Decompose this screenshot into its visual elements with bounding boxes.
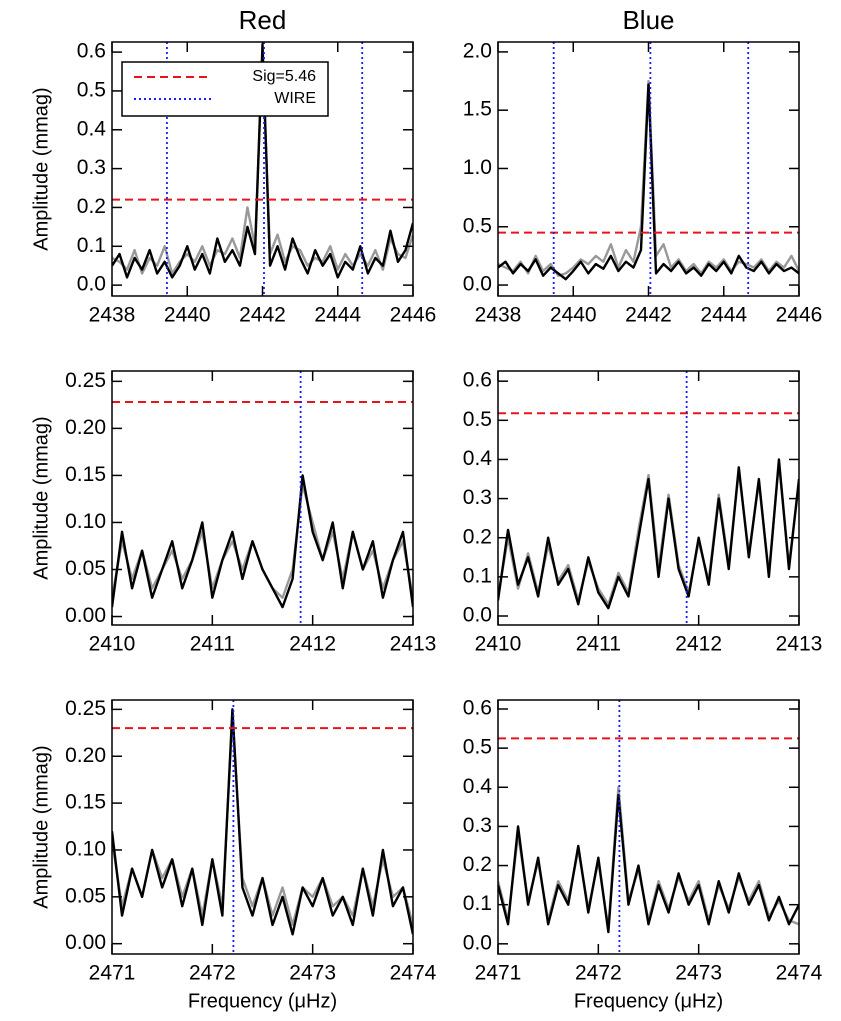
plot-area (498, 371, 799, 625)
x-tick-label: 2444 (314, 304, 361, 327)
series-line (112, 474, 413, 609)
series-line (498, 83, 799, 281)
series-line (498, 786, 799, 930)
x-tick-label: 2446 (776, 304, 823, 327)
series-line (498, 458, 799, 610)
plot-area (498, 42, 799, 296)
y-axis-label: Amplitude (mmag) (30, 745, 52, 908)
y-tick-label: 0.00 (65, 931, 106, 954)
x-tick-label: 2440 (164, 304, 211, 327)
plot-frame (111, 370, 414, 626)
y-tick-label: 0.00 (65, 604, 106, 627)
panel-title: Blue (622, 5, 674, 35)
legend-label: Sig=5.46 (252, 68, 316, 85)
x-tick-label: 2446 (390, 304, 437, 327)
x-tick-label: 2442 (239, 304, 286, 327)
x-tick-label: 2412 (289, 633, 336, 656)
y-tick-label: 0.20 (65, 744, 106, 767)
y-tick-label: 0.4 (77, 117, 107, 140)
y-tick-label: 0.5 (463, 408, 492, 431)
panel-title: Red (239, 5, 287, 35)
plot-frame (497, 370, 800, 626)
y-tick-label: 1.0 (463, 156, 492, 179)
x-tick-label: 2471 (89, 962, 136, 985)
x-tick-label: 2474 (776, 962, 823, 985)
plot-area (112, 42, 413, 296)
y-tick-label: 1.5 (463, 98, 492, 121)
y-tick-label: 0.10 (65, 838, 106, 861)
y-tick-label: 0.0 (463, 931, 492, 954)
x-tick-label: 2412 (675, 633, 722, 656)
y-axis-label: Amplitude (mmag) (30, 416, 52, 579)
y-tick-label: 0.2 (463, 853, 492, 876)
x-tick-label: 2472 (189, 962, 236, 985)
y-tick-label: 0.3 (463, 486, 492, 509)
y-tick-label: 2.0 (463, 39, 492, 62)
y-tick-label: 0.10 (65, 510, 106, 533)
y-tick-label: 0.6 (77, 40, 106, 63)
y-tick-label: 0.15 (65, 791, 106, 814)
y-tick-label: 0.1 (77, 234, 106, 257)
x-tick-label: 2473 (675, 962, 722, 985)
x-tick-label: 2411 (576, 633, 621, 656)
plot-area (112, 371, 413, 625)
y-tick-label: 0.1 (463, 564, 492, 587)
x-tick-label: 2471 (475, 962, 522, 985)
y-tick-label: 0.3 (77, 156, 106, 179)
y-tick-label: 0.25 (65, 369, 106, 392)
series-line (112, 708, 413, 936)
x-tick-label: 2440 (550, 304, 597, 327)
x-tick-label: 2413 (776, 633, 823, 656)
y-tick-label: 0.05 (65, 884, 106, 907)
x-axis-label: Frequency (μHz) (574, 990, 723, 1012)
x-tick-label: 2413 (390, 633, 437, 656)
x-tick-label: 2410 (475, 633, 522, 656)
y-tick-label: 0.4 (463, 447, 493, 470)
legend-box (121, 61, 329, 117)
legend-label: WIRE (274, 90, 316, 107)
plot-area (112, 700, 413, 954)
series-line (498, 793, 799, 934)
y-axis-label: Amplitude (mmag) (30, 87, 52, 250)
x-tick-label: 2410 (89, 633, 136, 656)
x-tick-label: 2444 (700, 304, 747, 327)
y-tick-label: 0.2 (463, 525, 492, 548)
y-tick-label: 0.05 (65, 557, 106, 580)
y-tick-label: 0.2 (77, 195, 106, 218)
y-tick-label: 0.3 (463, 814, 492, 837)
y-tick-label: 0.0 (77, 273, 106, 296)
y-tick-label: 0.5 (463, 736, 492, 759)
y-tick-label: 0.0 (463, 604, 492, 627)
y-tick-label: 0.0 (463, 273, 492, 296)
plot-frame (111, 699, 414, 955)
x-tick-label: 2438 (475, 304, 522, 327)
y-tick-label: 0.5 (463, 214, 492, 237)
y-tick-label: 0.25 (65, 697, 106, 720)
y-tick-label: 0.20 (65, 416, 106, 439)
x-axis-label: Frequency (μHz) (188, 990, 337, 1012)
x-tick-label: 2442 (625, 304, 672, 327)
x-tick-label: 2411 (190, 633, 235, 656)
y-tick-label: 0.15 (65, 463, 106, 486)
y-tick-label: 0.6 (463, 697, 492, 720)
series-line (498, 79, 799, 277)
y-tick-label: 0.1 (463, 892, 492, 915)
x-tick-label: 2474 (390, 962, 437, 985)
y-tick-label: 0.4 (463, 775, 493, 798)
x-tick-label: 2472 (575, 962, 622, 985)
plot-area (498, 700, 799, 954)
x-tick-label: 2438 (89, 304, 136, 327)
y-tick-label: 0.5 (77, 78, 106, 101)
x-tick-label: 2473 (289, 962, 336, 985)
y-tick-label: 0.6 (463, 369, 492, 392)
